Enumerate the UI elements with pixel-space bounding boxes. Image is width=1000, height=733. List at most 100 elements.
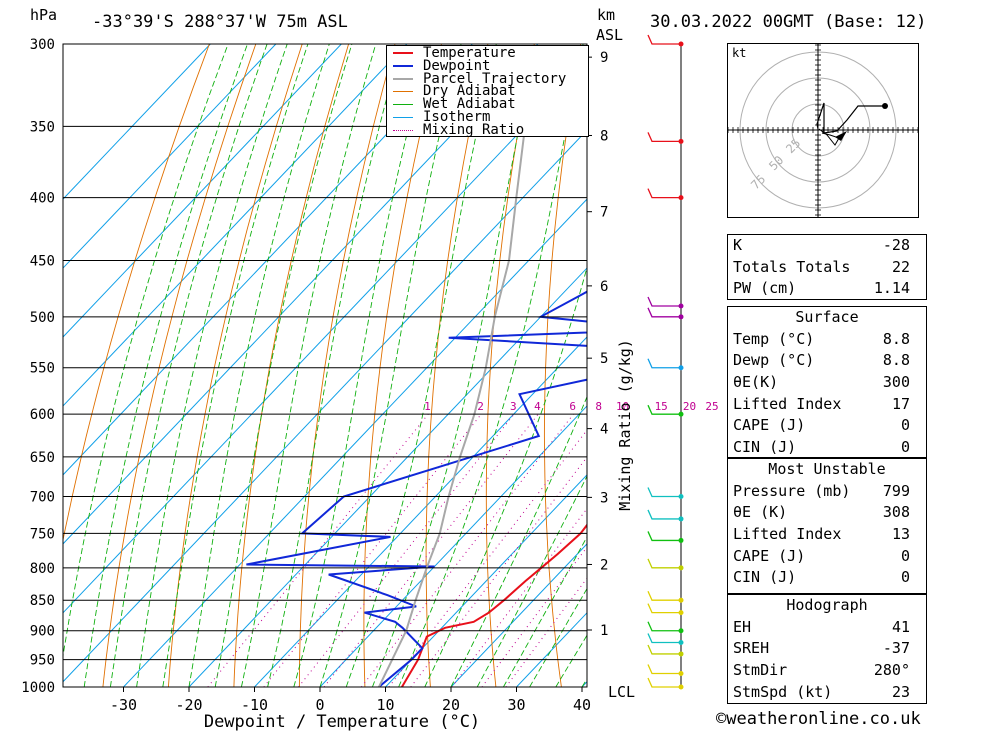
most-unstable-row: Pressure (mb) 799 <box>728 481 926 503</box>
most-unstable-label: Lifted Index <box>733 525 842 544</box>
mixing-ratio-line <box>360 413 574 687</box>
wet-adiabat-line <box>450 395 587 687</box>
dry-adiabat-line <box>167 44 303 687</box>
dry-adiabat-line <box>485 44 535 687</box>
pressure-tick-label: 750 <box>30 526 55 542</box>
mixing-ratio-label: 20 <box>683 400 696 413</box>
wet-adiabat-line <box>529 587 587 687</box>
surface-row: Temp (°C) 8.8 <box>728 329 926 351</box>
pressure-tick-label: 400 <box>30 191 55 207</box>
isotherm-line <box>254 336 587 687</box>
mixing-ratio-line <box>323 413 539 687</box>
wind-barb-icon <box>647 34 681 45</box>
hodograph-table-title: Hodograph <box>786 596 868 614</box>
wind-barb-icon <box>647 358 681 369</box>
parcel-trajectory-line <box>378 70 528 687</box>
index-label: K <box>733 236 743 254</box>
isotherm-line <box>63 44 408 407</box>
isotherm-line <box>63 44 342 338</box>
isotherm-line <box>63 44 211 200</box>
legend-mixing-ratio: Mixing Ratio <box>387 121 588 138</box>
wind-barb-icon <box>647 590 681 601</box>
mixing-ratio-axis-label: Mixing Ratio (g/kg) <box>616 339 634 511</box>
mixing-ratio-label: 6 <box>569 400 576 413</box>
dry-adiabat-line <box>952 44 1000 687</box>
wind-barb-icon <box>647 132 681 143</box>
surface-value: 0 <box>900 438 910 457</box>
surface-value: 300 <box>882 373 910 392</box>
legend-dewpoint-swatch <box>393 65 413 68</box>
isotherm-line <box>450 543 587 687</box>
hodograph-storm-marker <box>835 131 847 141</box>
isotherm-line <box>188 267 587 687</box>
mixing-ratio-line <box>263 413 482 687</box>
legend-temperature: Temperature <box>387 45 588 61</box>
pressure-tick-label: 1000 <box>21 680 55 696</box>
x-tick-label: -20 <box>175 696 202 714</box>
km-tick-label: 9 <box>600 50 608 66</box>
footer-credit: ©weatheronline.co.uk <box>716 709 921 729</box>
most-unstable-label: CIN (J) <box>733 568 797 587</box>
most-unstable-value: 0 <box>900 568 910 587</box>
wet-adiabat-line <box>293 44 431 687</box>
wind-barb-icon <box>647 603 681 614</box>
x-tick-label: 10 <box>376 696 394 714</box>
dry-adiabat-line <box>655 44 692 687</box>
wet-adiabat-line <box>188 44 330 687</box>
legend-dry-adiabat-label: Dry Adiabat <box>423 83 516 100</box>
index-value: 1.14 <box>873 279 910 298</box>
wind-barb-icon <box>647 509 681 520</box>
pressure-unit-label: hPa <box>30 6 58 24</box>
hodograph-table-row: StmDir 280° <box>728 660 926 682</box>
location-title: -33°39'S 288°37'W 75m ASL <box>92 12 348 32</box>
wet-adiabat-line <box>83 44 248 687</box>
x-axis-label: Dewpoint / Temperature (°C) <box>204 712 480 732</box>
wind-barb-icon <box>647 621 681 632</box>
pressure-tick-label: 550 <box>30 361 55 377</box>
legend-mixing-ratio-label: Mixing Ratio <box>423 121 525 138</box>
lcl-label: LCL <box>608 683 635 701</box>
most-unstable-title: Most Unstable <box>768 460 886 478</box>
mixing-ratio-label: 1 <box>424 400 431 413</box>
km-tick-label: 8 <box>600 128 608 144</box>
wet-adiabat-line <box>345 44 497 687</box>
surface-row: CAPE (J) 0 <box>728 415 926 437</box>
hodograph-ticks <box>728 44 918 216</box>
surface-row: θE(K) 300 <box>728 372 926 394</box>
wet-adiabat-line <box>214 44 353 687</box>
wind-barb-icon <box>647 487 681 498</box>
km-label: km <box>597 6 616 24</box>
surface-label: CAPE (J) <box>733 416 806 435</box>
wet-adiabat-line <box>267 44 403 687</box>
surface-row: CIN (J) 0 <box>728 437 926 459</box>
pressure-tick-label: 600 <box>30 407 55 423</box>
dewpoint-line <box>246 290 587 687</box>
mixing-ratio-line <box>298 413 515 687</box>
surface-value: 8.8 <box>882 351 910 370</box>
surface-value: 17 <box>891 394 910 413</box>
hodograph-trace-low <box>818 128 840 146</box>
hodograph-end-marker <box>882 103 888 109</box>
hodograph-table: Hodograph EH 41 SREH -37 StmDir 280° StmSpd… <box>727 594 927 704</box>
mixing-ratio-label: 2 <box>477 400 484 413</box>
isotherm-line <box>63 44 277 269</box>
legend-temperature-label: Temperature <box>423 45 516 61</box>
index-row-totals: Totals Totals 22 <box>728 257 926 279</box>
wind-barb-icon <box>647 664 681 675</box>
pressure-tick-label: 900 <box>30 624 55 640</box>
mixing-ratio-label: 4 <box>534 400 541 413</box>
dry-adiabat-line <box>425 44 489 687</box>
wet-adiabat-line <box>109 44 268 687</box>
surface-row: Dewp (°C) 8.8 <box>728 350 926 372</box>
isotherm-line <box>123 198 587 687</box>
x-tick-label: 30 <box>507 696 525 714</box>
most-unstable-value: 0 <box>900 546 910 565</box>
index-value: 22 <box>891 257 910 276</box>
pressure-tick-label: 950 <box>30 653 55 669</box>
hodograph-table-value: -37 <box>882 639 910 658</box>
km-tick-label: 5 <box>600 351 608 367</box>
hodograph-table-row: EH 41 <box>728 617 926 639</box>
temperature-line <box>401 523 587 687</box>
surface-value: 8.8 <box>882 329 910 348</box>
